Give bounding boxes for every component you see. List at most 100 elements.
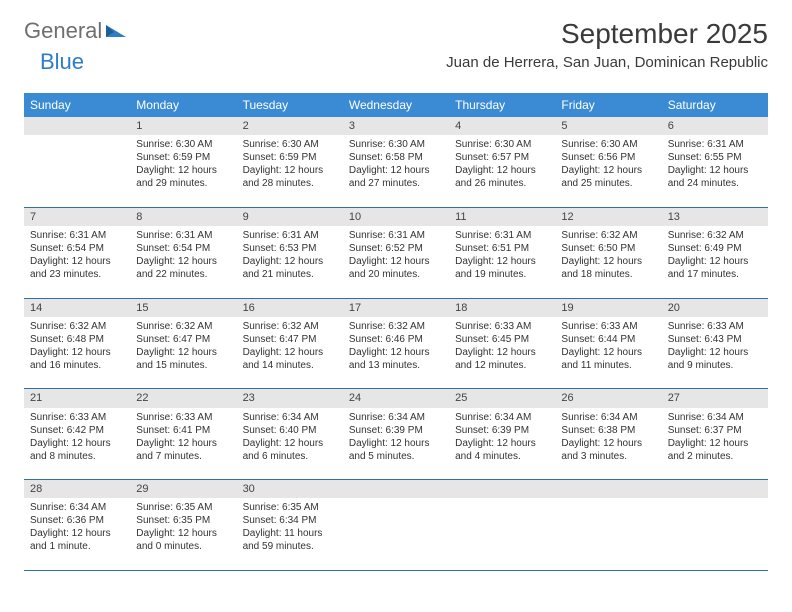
daylight-text-line1: Daylight: 12 hours <box>30 437 124 450</box>
day-number-cell: 22 <box>130 389 236 408</box>
day-number-cell: 29 <box>130 480 236 499</box>
location-subtitle: Juan de Herrera, San Juan, Dominican Rep… <box>446 54 768 71</box>
weekday-header: Sunday <box>24 93 130 117</box>
sunset-text: Sunset: 6:44 PM <box>561 333 655 346</box>
day-number-cell: 18 <box>449 298 555 317</box>
day-content-cell: Sunrise: 6:30 AMSunset: 6:58 PMDaylight:… <box>343 135 449 207</box>
daylight-text-line1: Daylight: 12 hours <box>136 255 230 268</box>
day-content-cell: Sunrise: 6:32 AMSunset: 6:50 PMDaylight:… <box>555 226 661 298</box>
weekday-header: Tuesday <box>237 93 343 117</box>
day-content-cell: Sunrise: 6:32 AMSunset: 6:49 PMDaylight:… <box>662 226 768 298</box>
sunset-text: Sunset: 6:34 PM <box>243 514 337 527</box>
day-number-cell: 1 <box>130 117 236 135</box>
logo-triangle-icon <box>106 21 126 42</box>
title-block: September 2025 Juan de Herrera, San Juan… <box>446 18 768 71</box>
day-content-row: Sunrise: 6:32 AM Sunset: 6:48 PM Daylight:… <box>24 317 768 389</box>
day-content-cell: Sunrise: 6:31 AMSunset: 6:54 PMDaylight:… <box>130 226 236 298</box>
sunrise-text: Sunrise: 6:31 AM <box>243 229 337 242</box>
daylight-text-line1: Daylight: 12 hours <box>349 164 443 177</box>
sunrise-text: Sunrise: 6:33 AM <box>30 411 124 424</box>
day-content-cell <box>343 498 449 570</box>
sunset-text: Sunset: 6:49 PM <box>668 242 762 255</box>
sunrise-text: Sunrise: 6:33 AM <box>455 320 549 333</box>
day-number-cell: 7 <box>24 207 130 226</box>
daylight-text-line2: and 24 minutes. <box>668 177 762 190</box>
day-number-cell <box>662 480 768 499</box>
day-content-cell: Sunrise: 6:33 AMSunset: 6:41 PMDaylight:… <box>130 408 236 480</box>
daylight-text-line2: and 16 minutes. <box>30 359 124 372</box>
weekday-header-row: Sunday Monday Tuesday Wednesday Thursday… <box>24 93 768 117</box>
daylight-text-line2: and 3 minutes. <box>561 450 655 463</box>
logo-word2: Blue <box>40 49 84 74</box>
daylight-text-line2: and 8 minutes. <box>30 450 124 463</box>
daylight-text-line2: and 15 minutes. <box>136 359 230 372</box>
day-number-cell: 14 <box>24 298 130 317</box>
sunset-text: Sunset: 6:41 PM <box>136 424 230 437</box>
sunset-text: Sunset: 6:59 PM <box>136 151 230 164</box>
day-content-cell: Sunrise: 6:34 AMSunset: 6:39 PMDaylight:… <box>449 408 555 480</box>
day-number-cell: 21 <box>24 389 130 408</box>
sunrise-text: Sunrise: 6:30 AM <box>561 138 655 151</box>
sunset-text: Sunset: 6:35 PM <box>136 514 230 527</box>
day-content-row: Sunrise: 6:33 AMSunset: 6:42 PMDaylight:… <box>24 408 768 480</box>
daylight-text-line2: and 9 minutes. <box>668 359 762 372</box>
daylight-text-line2: and 14 minutes. <box>243 359 337 372</box>
daylight-text-line1: Daylight: 12 hours <box>136 164 230 177</box>
sunset-text: Sunset: 6:48 PM <box>30 333 124 346</box>
weekday-header: Friday <box>555 93 661 117</box>
daylight-text-line2: and 26 minutes. <box>455 177 549 190</box>
daylight-text-line1: Daylight: 12 hours <box>243 346 337 359</box>
sunset-text: Sunset: 6:54 PM <box>136 242 230 255</box>
daylight-text-line1: Daylight: 12 hours <box>30 527 124 540</box>
sunset-text: Sunset: 6:55 PM <box>668 151 762 164</box>
day-content-cell: Sunrise: 6:30 AMSunset: 6:57 PMDaylight:… <box>449 135 555 207</box>
daylight-text-line2: and 22 minutes. <box>136 268 230 281</box>
weekday-header: Saturday <box>662 93 768 117</box>
day-content-cell: Sunrise: 6:31 AMSunset: 6:51 PMDaylight:… <box>449 226 555 298</box>
daylight-text-line2: and 29 minutes. <box>136 177 230 190</box>
daylight-text-line2: and 13 minutes. <box>349 359 443 372</box>
day-content-row: Sunrise: 6:31 AM Sunset: 6:54 PMDaylight:… <box>24 226 768 298</box>
day-number-row: 282930 <box>24 480 768 499</box>
sunset-text: Sunset: 6:39 PM <box>455 424 549 437</box>
day-number-row: 123456 <box>24 117 768 135</box>
day-number-cell: 9 <box>237 207 343 226</box>
month-title: September 2025 <box>446 18 768 50</box>
daylight-text-line2: and 1 minute. <box>30 540 124 553</box>
sunrise-text: Sunrise: 6:30 AM <box>136 138 230 151</box>
day-content-cell: Sunrise: 6:32 AMSunset: 6:46 PMDaylight:… <box>343 317 449 389</box>
sunset-text: Sunset: 6:38 PM <box>561 424 655 437</box>
day-content-cell <box>449 498 555 570</box>
daylight-text-line1: Daylight: 11 hours <box>243 527 337 540</box>
daylight-text-line1: Daylight: 12 hours <box>561 346 655 359</box>
day-number-cell: 19 <box>555 298 661 317</box>
sunrise-text: Sunrise: 6:32 AM <box>668 229 762 242</box>
day-content-cell: Sunrise: 6:31 AMSunset: 6:54 PMDaylight:… <box>24 226 130 298</box>
day-number-cell: 25 <box>449 389 555 408</box>
daylight-text-line2: and 0 minutes. <box>136 540 230 553</box>
sunrise-text: Sunrise: 6:32 AM <box>243 320 337 333</box>
day-content-cell: Sunrise: 6:30 AMSunset: 6:56 PMDaylight:… <box>555 135 661 207</box>
sunrise-text: Sunrise: 6:33 AM <box>668 320 762 333</box>
daylight-text-line1: Daylight: 12 hours <box>668 437 762 450</box>
day-content-cell: Sunrise: 6:33 AMSunset: 6:42 PMDaylight:… <box>24 408 130 480</box>
daylight-text-line1: Daylight: 12 hours <box>455 346 549 359</box>
day-number-cell: 8 <box>130 207 236 226</box>
daylight-text-line2: and 25 minutes. <box>561 177 655 190</box>
sunrise-text: Sunrise: 6:34 AM <box>30 501 124 514</box>
sunrise-text: Sunrise: 6:30 AM <box>455 138 549 151</box>
sunset-text: Sunset: 6:46 PM <box>349 333 443 346</box>
day-number-cell: 27 <box>662 389 768 408</box>
daylight-text-line2: and 4 minutes. <box>455 450 549 463</box>
day-number-cell: 23 <box>237 389 343 408</box>
day-content-cell: Sunrise: 6:34 AMSunset: 6:39 PMDaylight:… <box>343 408 449 480</box>
day-number-cell <box>343 480 449 499</box>
day-content-cell: Sunrise: 6:33 AMSunset: 6:44 PMDaylight:… <box>555 317 661 389</box>
daylight-text-line2: and 23 minutes. <box>30 268 124 281</box>
sunset-text: Sunset: 6:36 PM <box>30 514 124 527</box>
day-content-cell: Sunrise: 6:30 AMSunset: 6:59 PMDaylight:… <box>237 135 343 207</box>
day-content-cell: Sunrise: 6:34 AMSunset: 6:38 PMDaylight:… <box>555 408 661 480</box>
daylight-text-line2: and 11 minutes. <box>561 359 655 372</box>
sunset-text: Sunset: 6:50 PM <box>561 242 655 255</box>
sunrise-text: Sunrise: 6:35 AM <box>243 501 337 514</box>
